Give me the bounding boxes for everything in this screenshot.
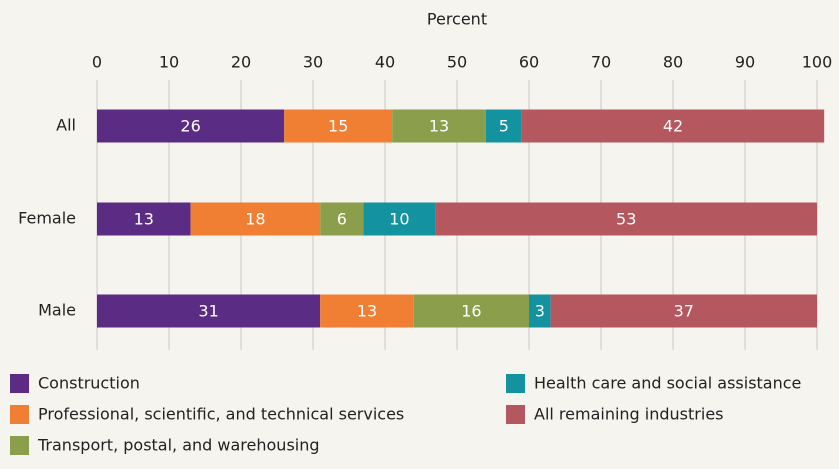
x-tick-label: 0 <box>92 53 102 72</box>
x-tick-label: 80 <box>663 53 683 72</box>
data-label: 13 <box>429 117 449 136</box>
x-tick-label: 10 <box>159 53 179 72</box>
x-tick-label: 60 <box>519 53 539 72</box>
bar-segment <box>97 202 191 236</box>
data-label: 6 <box>337 210 347 229</box>
data-label: 16 <box>461 302 481 321</box>
x-tick-label: 40 <box>375 53 395 72</box>
bar-segment <box>550 294 817 328</box>
bar-segment <box>284 109 393 143</box>
legend-swatch <box>506 374 525 393</box>
x-tick-label: 20 <box>231 53 251 72</box>
legend-swatch <box>10 374 29 393</box>
bar-segment <box>320 294 414 328</box>
legend-label: Transport, postal, and warehousing <box>37 436 320 455</box>
y-tick-label: Male <box>38 301 76 320</box>
bar-segment <box>521 109 825 143</box>
data-label: 3 <box>535 302 545 321</box>
bar-segment <box>97 109 285 143</box>
bar-segment <box>363 202 436 236</box>
x-tick-label: 70 <box>591 53 611 72</box>
bar-segment <box>529 294 551 328</box>
data-label: 42 <box>663 117 683 136</box>
y-tick-label: All <box>56 116 76 135</box>
data-label: 37 <box>674 302 694 321</box>
bar-segment <box>97 294 321 328</box>
data-label: 5 <box>499 117 509 136</box>
data-label: 13 <box>134 210 154 229</box>
bar-segment <box>485 109 522 143</box>
bar-segment <box>320 202 364 236</box>
data-label: 10 <box>389 210 409 229</box>
data-label: 26 <box>180 117 200 136</box>
bar-segment <box>190 202 321 236</box>
legend-swatch <box>10 405 29 424</box>
x-tick-label: 30 <box>303 53 323 72</box>
data-label: 31 <box>198 302 218 321</box>
y-tick-label: Female <box>18 209 76 228</box>
x-tick-label: 100 <box>802 53 833 72</box>
bar-segment <box>413 294 529 328</box>
data-label: 18 <box>245 210 265 229</box>
legend-label: Construction <box>38 374 140 393</box>
x-tick-label: 50 <box>447 53 467 72</box>
x-tick-label: 90 <box>735 53 755 72</box>
legend-swatch <box>10 436 29 455</box>
x-axis-title: Percent <box>427 10 487 29</box>
bar-segment <box>392 109 486 143</box>
legend-label: Professional, scientific, and technical … <box>38 405 404 424</box>
legend-label: Health care and social assistance <box>534 374 801 393</box>
bar-segment <box>435 202 817 236</box>
data-label: 15 <box>328 117 348 136</box>
legend-label: All remaining industries <box>534 405 724 424</box>
data-label: 53 <box>616 210 636 229</box>
legend-swatch <box>506 405 525 424</box>
data-label: 13 <box>357 302 377 321</box>
